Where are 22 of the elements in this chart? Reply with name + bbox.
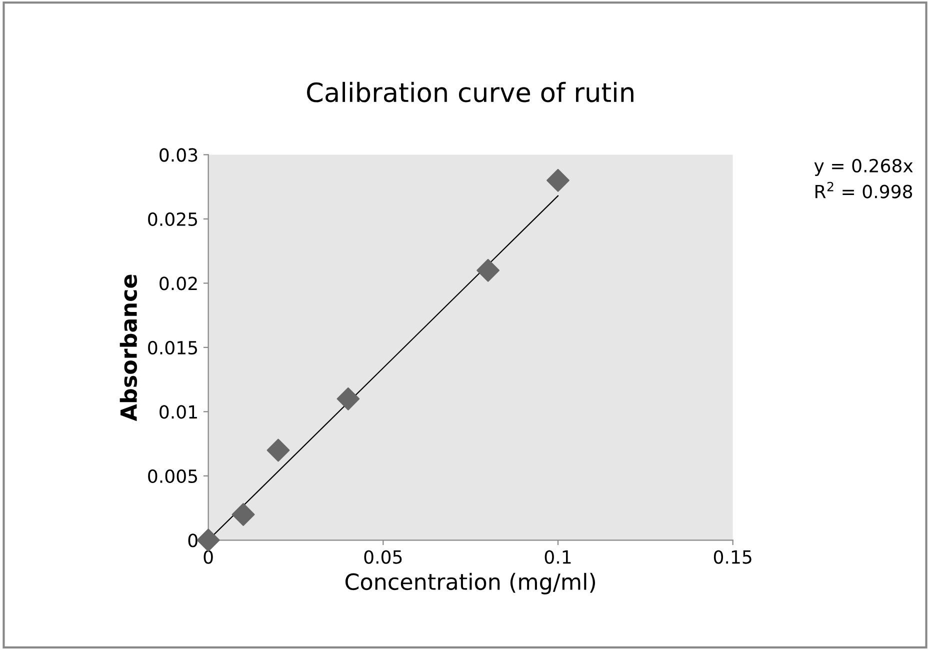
point — [476, 258, 500, 282]
y-tick-label: 0.03 — [160, 148, 198, 162]
point — [196, 528, 220, 552]
y-tick-label: 0.015 — [148, 340, 198, 355]
point — [266, 438, 290, 462]
point — [232, 503, 255, 526]
y-tick-label: 0.01 — [160, 405, 197, 419]
x-tick-label: 0 — [204, 550, 213, 564]
point — [546, 168, 570, 192]
y-axis-title: Absorbance — [120, 274, 138, 422]
point — [336, 387, 360, 410]
x-tick-label: 0.15 — [714, 550, 752, 564]
x-axis-title: Concentration (mg/ml) — [345, 572, 596, 594]
y-tick-label: 0.02 — [160, 276, 197, 290]
x-tick-label: 0.1 — [544, 550, 571, 564]
y-tick-label: 0.025 — [148, 212, 198, 226]
x-tick-label: 0.05 — [364, 550, 402, 564]
text: R$^{2}$ = 0.998 — [816, 182, 912, 198]
y-tick-label: 0.005 — [148, 469, 198, 484]
y-tick-label: 0 — [188, 534, 198, 548]
chart-title: Calibration curve of rutin — [307, 82, 634, 102]
text: y = 0.268x — [814, 158, 913, 176]
